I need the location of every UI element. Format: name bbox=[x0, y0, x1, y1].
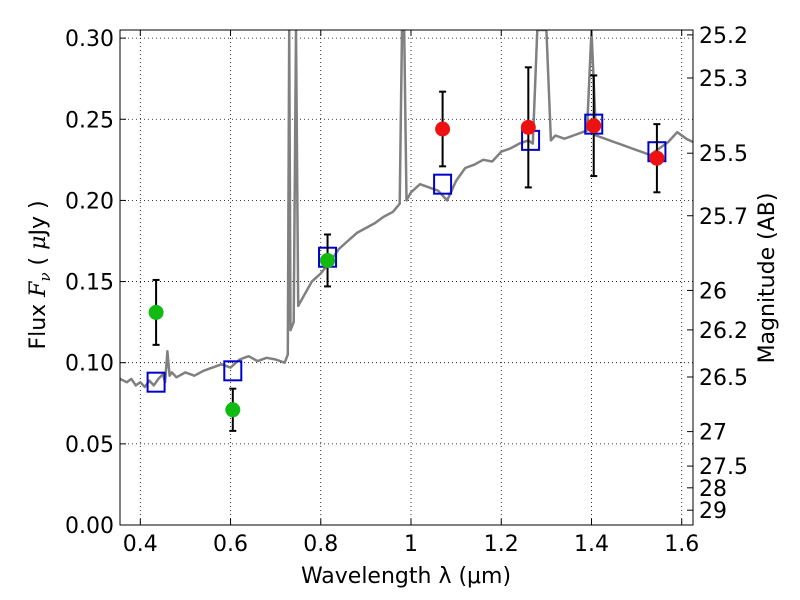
x-tick-label: 0.8 bbox=[303, 532, 338, 557]
observed-data-point bbox=[649, 150, 665, 166]
y-axis-title-subscript: ν bbox=[36, 272, 54, 281]
x-tick-label: 0.4 bbox=[123, 532, 158, 557]
x-tick-label: 1.4 bbox=[574, 532, 609, 557]
magnitude-tick-label: 26 bbox=[699, 279, 727, 304]
grid bbox=[120, 30, 693, 526]
y-axis-title-paren: ( bbox=[26, 250, 51, 273]
right-y-axis-title: Magnitude (AB) bbox=[755, 193, 780, 364]
y-tick-label: 0.00 bbox=[65, 514, 114, 539]
magnitude-tick-label: 28 bbox=[699, 477, 727, 502]
x-tick-label: 1 bbox=[404, 532, 418, 557]
y-tick-label: 0.30 bbox=[65, 27, 114, 52]
y-axis-title-unit: Jy ) bbox=[26, 200, 51, 237]
magnitude-tick-label: 29 bbox=[699, 499, 727, 524]
model-spectrum-line bbox=[120, 30, 693, 389]
observed-data-point bbox=[586, 118, 602, 134]
model-photometry-marker bbox=[223, 360, 243, 382]
model-photometry-marker bbox=[146, 371, 166, 393]
ticks: 0.4 0.6 0.8 1 1.2 1.4 1.6 0.00 0.05 0.10 0.15 0.20 0… bbox=[65, 24, 748, 557]
y-tick-label: 0.15 bbox=[65, 271, 114, 296]
magnitude-tick-label: 27 bbox=[699, 421, 727, 446]
observed-data-point bbox=[520, 119, 536, 135]
observed-data-point bbox=[320, 252, 336, 268]
y-tick-label: 0.05 bbox=[65, 433, 114, 458]
model-photometry-marker bbox=[433, 173, 453, 195]
y-axis-title: Flux Fν ( μJy ) bbox=[26, 200, 54, 349]
axes-frame bbox=[119, 29, 694, 526]
observed-data-point bbox=[225, 402, 241, 418]
magnitude-tick-label: 27.5 bbox=[699, 455, 748, 480]
plot-area bbox=[120, 30, 693, 432]
y-tick-label: 0.20 bbox=[65, 189, 114, 214]
observed-data-point bbox=[148, 304, 164, 320]
magnitude-tick-label: 25.2 bbox=[699, 24, 748, 49]
x-tick-label: 1.2 bbox=[484, 532, 519, 557]
y-axis-title-symbol: F bbox=[26, 281, 51, 298]
y-axis-title-mu: μ bbox=[26, 236, 51, 250]
magnitude-tick-label: 26.2 bbox=[699, 319, 748, 344]
x-tick-label: 1.6 bbox=[664, 532, 699, 557]
magnitude-tick-label: 25.7 bbox=[699, 205, 748, 230]
magnitude-tick-label: 25.3 bbox=[699, 67, 748, 92]
y-tick-label: 0.10 bbox=[65, 352, 114, 377]
y-tick-label: 0.25 bbox=[65, 108, 114, 133]
observed-data-point bbox=[435, 121, 451, 137]
magnitude-tick-label: 26.5 bbox=[699, 366, 748, 391]
x-axis-title: Wavelength λ (μm) bbox=[301, 564, 511, 589]
y-axis-title-prefix: Flux bbox=[26, 297, 51, 350]
magnitude-tick-label: 25.5 bbox=[699, 142, 748, 167]
x-tick-label: 0.6 bbox=[213, 532, 248, 557]
